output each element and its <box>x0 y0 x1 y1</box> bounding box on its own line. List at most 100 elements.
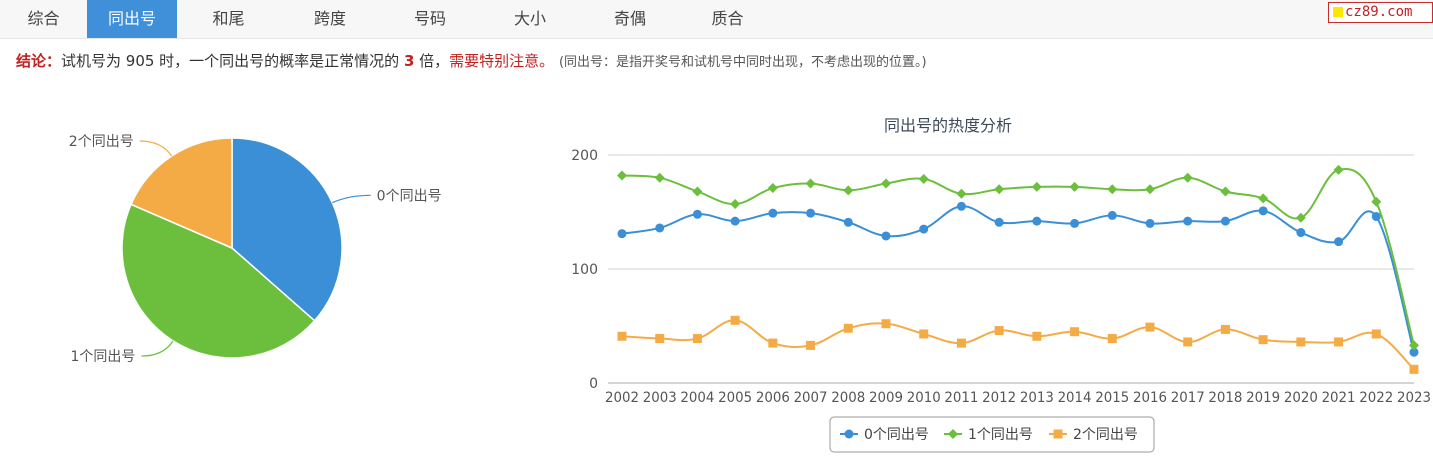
data-point <box>1333 164 1344 175</box>
data-point <box>1371 196 1382 207</box>
tab-odd-even[interactable]: 奇偶 <box>613 9 646 28</box>
data-point <box>1220 324 1230 334</box>
data-point <box>1107 210 1117 220</box>
pie-chart: 0个同出号 1个同出号 2个同出号 <box>69 134 442 365</box>
data-point <box>1070 327 1080 337</box>
data-point <box>1371 212 1381 222</box>
data-point <box>692 334 702 344</box>
data-point <box>956 338 966 348</box>
x-tick-label: 2003 <box>643 390 677 406</box>
conclusion-text-2: 倍， <box>414 52 450 70</box>
x-tick-label: 2004 <box>680 390 714 406</box>
legend-label: 0个同出号 <box>864 427 929 443</box>
tab-span[interactable]: 跨度 <box>313 9 346 28</box>
x-tick-label: 2019 <box>1246 390 1280 406</box>
data-point <box>1409 364 1419 374</box>
conclusion-line: 结论：试机号为 905 时，一个同出号的概率是正常情况的 3 倍，需要特别注意。… <box>16 50 927 71</box>
tab-big-small[interactable]: 大小 <box>513 9 546 28</box>
data-point <box>1409 340 1419 351</box>
x-tick-label: 2007 <box>794 390 828 406</box>
x-tick-label: 2018 <box>1208 390 1242 406</box>
data-point <box>1334 337 1344 347</box>
data-point <box>1182 172 1193 183</box>
pie-label: 0个同出号 <box>377 188 442 204</box>
data-point <box>843 185 854 196</box>
data-point <box>1107 184 1118 195</box>
x-tick-label: 2023 <box>1397 390 1431 406</box>
pie-leader-line <box>141 340 174 357</box>
series-line <box>621 319 1415 371</box>
tab-summary[interactable]: 综合 <box>27 9 60 28</box>
data-point <box>844 429 854 439</box>
data-point <box>1145 184 1155 195</box>
data-point <box>843 217 853 227</box>
x-tick-label: 2016 <box>1133 390 1167 406</box>
data-point <box>1295 212 1306 223</box>
data-point <box>1053 429 1063 439</box>
data-point <box>1296 337 1306 347</box>
data-point <box>655 334 665 344</box>
data-point <box>919 329 929 339</box>
data-point <box>881 178 891 189</box>
x-tick-label: 2014 <box>1058 390 1092 406</box>
data-point <box>617 331 627 341</box>
data-point <box>1334 237 1344 247</box>
x-tick-label: 2021 <box>1322 390 1356 406</box>
data-point <box>730 199 741 210</box>
data-point <box>956 201 966 211</box>
data-point <box>655 223 665 233</box>
x-tick-label: 2020 <box>1284 390 1318 406</box>
data-point <box>1145 322 1155 332</box>
x-tick-label: 2017 <box>1171 390 1205 406</box>
legend-label: 2个同出号 <box>1073 427 1138 443</box>
data-point <box>994 184 1005 195</box>
data-point <box>767 183 778 194</box>
data-point <box>1371 329 1381 339</box>
conclusion-label: 结论： <box>16 52 62 70</box>
data-point <box>617 229 627 239</box>
x-tick-label: 2010 <box>907 390 941 406</box>
series-line <box>621 168 1415 346</box>
data-point <box>994 326 1004 336</box>
site-badge[interactable]: cz89.com <box>1328 2 1433 23</box>
pie-leader-line <box>139 140 173 157</box>
badge-square-icon <box>1333 7 1343 17</box>
tab-bar: 综合 同出号 和尾 跨度 号码 大小 奇偶 质合 <box>0 0 1433 39</box>
x-tick-label: 2012 <box>982 390 1016 406</box>
y-tick-label: 100 <box>571 262 598 278</box>
series-line <box>621 205 1415 353</box>
tab-same-numbers[interactable]: 同出号 <box>87 0 177 38</box>
data-point <box>918 173 929 184</box>
data-point <box>1145 218 1155 228</box>
tab-sum-tail[interactable]: 和尾 <box>212 9 245 28</box>
data-point <box>881 231 891 241</box>
data-point <box>1032 331 1042 341</box>
data-point <box>919 224 929 234</box>
tab-prime-composite[interactable]: 质合 <box>711 9 744 28</box>
data-point <box>654 172 665 183</box>
data-point <box>1032 216 1042 226</box>
x-tick-label: 2005 <box>718 390 752 406</box>
conclusion-multiple: 3 <box>403 52 415 70</box>
data-point <box>730 315 740 325</box>
x-tick-label: 2022 <box>1359 390 1393 406</box>
conclusion-note: (同出号：是指开奖号和试机号中同时出现，不考虑出现的位置。) <box>558 55 927 70</box>
x-tick-label: 2002 <box>605 390 639 406</box>
data-point <box>1258 193 1269 204</box>
x-tick-label: 2008 <box>831 390 865 406</box>
data-point <box>948 429 958 439</box>
data-point <box>1409 347 1419 357</box>
conclusion-text-1: 试机号为 905 时，一个同出号的概率是正常情况的 <box>61 52 404 70</box>
chart-title: 同出号的热度分析 <box>884 116 1012 135</box>
data-point <box>881 319 891 329</box>
data-point <box>1220 216 1230 226</box>
data-point <box>805 178 816 189</box>
x-tick-label: 2009 <box>869 390 903 406</box>
y-tick-label: 200 <box>571 148 598 164</box>
x-tick-label: 2006 <box>756 390 790 406</box>
data-point <box>994 217 1004 227</box>
pie-leader-line <box>332 194 371 204</box>
data-point <box>1258 335 1268 345</box>
tab-numbers[interactable]: 号码 <box>413 9 446 28</box>
